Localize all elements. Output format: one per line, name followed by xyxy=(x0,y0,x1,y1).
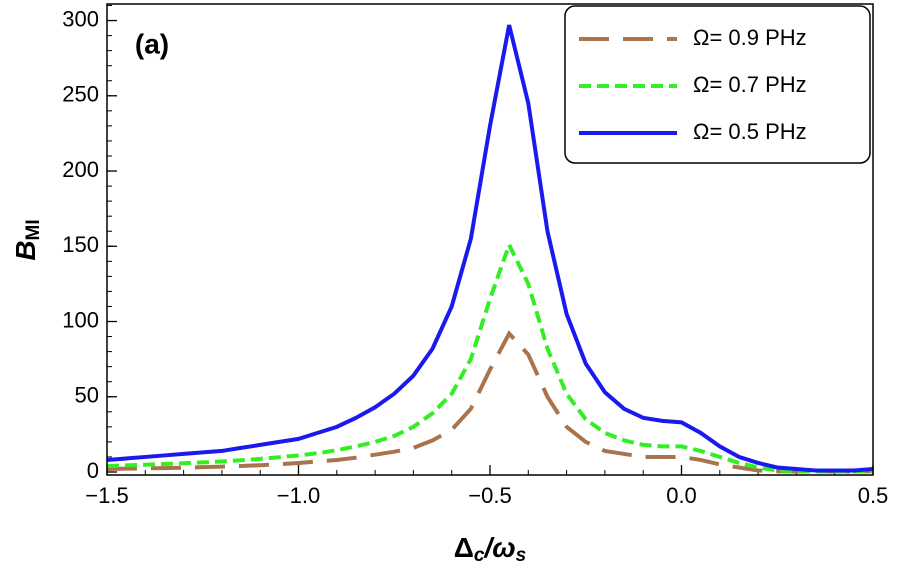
series-line xyxy=(107,24,873,473)
y-tick-label: 0 xyxy=(87,458,99,483)
x-axis-label: Δc/ωs xyxy=(454,532,526,566)
legend-label: Ω= 0.5 PHz xyxy=(693,119,807,144)
series-line xyxy=(107,330,873,474)
y-tick-label: 250 xyxy=(62,82,99,107)
y-tick-label: 200 xyxy=(62,157,99,182)
x-label-part: /ω xyxy=(482,532,515,563)
annotation: (a) xyxy=(135,28,169,59)
y-tick-label: 50 xyxy=(75,383,99,408)
y-label-part: B xyxy=(10,240,41,260)
x-tick-label: 0.0 xyxy=(666,483,697,508)
plot-frame xyxy=(106,3,874,476)
x-label-part: Δ xyxy=(454,532,474,563)
x-tick-label: −0.5 xyxy=(468,483,511,508)
legend-box xyxy=(564,5,871,164)
y-axis-label: BMI xyxy=(10,219,44,260)
y-tick-label: 300 xyxy=(62,6,99,31)
legend-label: Ω= 0.7 PHz xyxy=(693,72,807,97)
x-tick-label: −1.0 xyxy=(277,483,320,508)
y-tick-label: 150 xyxy=(62,232,99,257)
legend-label: Ω= 0.9 PHz xyxy=(693,25,807,50)
y-label-sub: MI xyxy=(23,219,44,240)
x-tick-label: −1.5 xyxy=(85,483,128,508)
x-label-sub: s xyxy=(516,545,527,566)
y-tick-label: 100 xyxy=(62,307,99,332)
series-line xyxy=(107,239,873,474)
x-tick-label: 0.5 xyxy=(858,483,889,508)
x-label-sub: c xyxy=(474,545,485,566)
